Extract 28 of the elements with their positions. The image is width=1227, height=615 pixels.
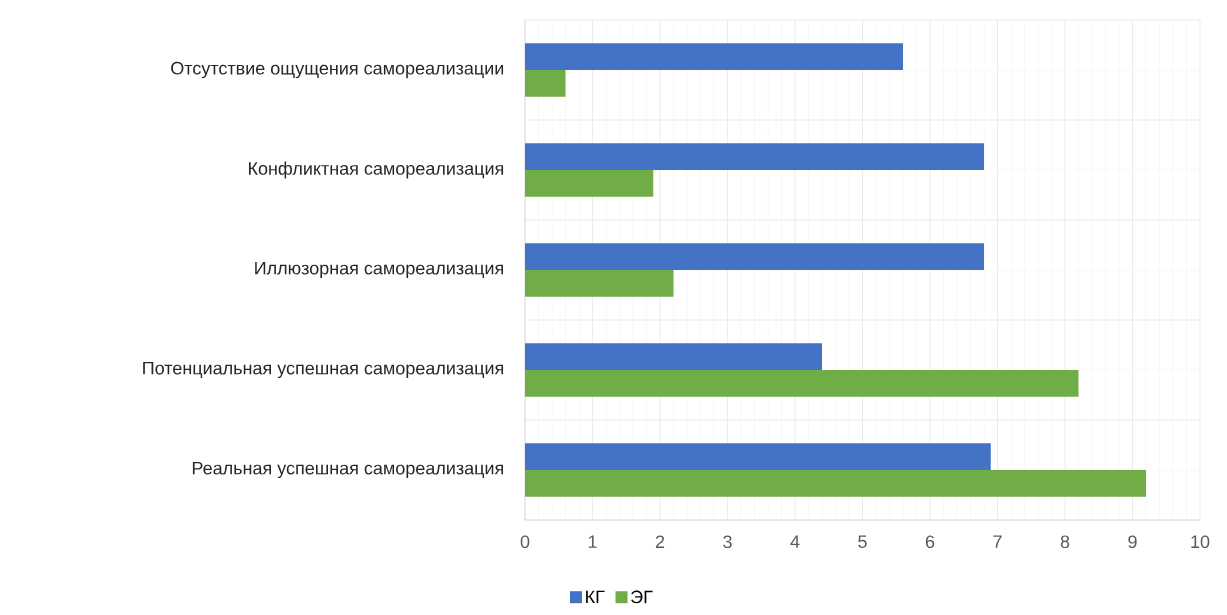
bar [525,243,985,271]
bar [525,370,1079,397]
x-tick-label: 3 [723,535,732,549]
bar [525,343,822,370]
bar [525,170,654,197]
bar [525,470,1147,497]
x-tick-label: 5 [858,535,867,548]
y-tick-label: Отсутствие ощущения самореализации [171,61,504,79]
x-tick-label: 6 [925,535,935,549]
x-tick-label: 8 [1060,535,1070,549]
x-tick-label: 9 [1128,535,1137,549]
x-tick-label: 10 [1191,535,1210,549]
y-tick-label: Конфликтная самореализация [248,161,504,179]
x-tick-label: 7 [993,535,1002,548]
legend-label: ЭГ [631,590,653,604]
x-tick-label: 2 [655,535,665,548]
bar [525,443,991,471]
bar [525,43,903,71]
bar [525,143,985,170]
y-tick-label: Реальная успешная самореализация [192,461,504,479]
bar [525,270,674,297]
legend-label: КГ [586,590,605,604]
x-tick-label: 0 [520,535,530,549]
y-tick-label: Иллюзорная самореализация [255,261,504,279]
x-tick-label: 4 [790,535,800,548]
x-tick-label: 1 [588,535,597,548]
bar [525,70,566,97]
y-tick-label: Потенциальная успешная самореализация [143,361,504,379]
